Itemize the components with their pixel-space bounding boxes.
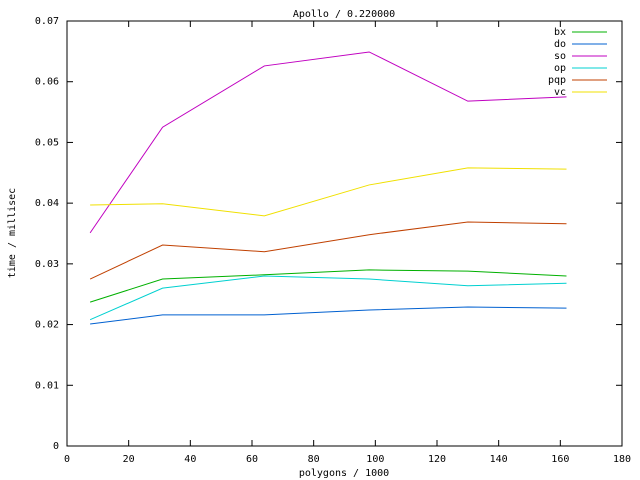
- series-line: [89, 51, 567, 234]
- x-tick-label: 0: [64, 454, 70, 465]
- plot-frame: [66, 20, 623, 447]
- legend-label: do: [554, 39, 566, 50]
- series-line: [90, 306, 567, 325]
- series-line: [90, 167, 567, 217]
- legend-label: vc: [554, 87, 566, 98]
- x-tick-label: 20: [123, 454, 135, 465]
- series-line: [89, 275, 567, 321]
- x-tick-label: 120: [428, 454, 446, 465]
- series-line: [89, 221, 567, 280]
- x-tick-label: 180: [613, 454, 631, 465]
- y-tick-label: 0.06: [35, 77, 59, 88]
- y-tick-label: 0.05: [35, 137, 59, 148]
- x-tick-label: 140: [490, 454, 508, 465]
- series-line: [89, 269, 567, 303]
- x-tick-label: 40: [184, 454, 196, 465]
- x-tick-label: 80: [308, 454, 320, 465]
- legend-label: so: [554, 51, 566, 62]
- legend-label: op: [554, 63, 566, 74]
- y-tick-label: 0.07: [35, 16, 59, 27]
- y-tick-label: 0.01: [35, 380, 59, 391]
- y-axis-label: time / millisec: [7, 188, 18, 278]
- x-tick-label: 100: [366, 454, 384, 465]
- y-tick-label: 0.02: [35, 320, 59, 331]
- x-tick-label: 160: [551, 454, 569, 465]
- x-axis-label: polygons / 1000: [299, 468, 389, 479]
- y-tick-label: 0.04: [35, 198, 59, 209]
- chart-title: Apollo / 0.220000: [293, 9, 395, 20]
- y-tick-label: 0.03: [35, 259, 59, 270]
- legend-label: bx: [554, 27, 566, 38]
- x-tick-label: 60: [246, 454, 258, 465]
- y-tick-label: 0: [53, 441, 59, 452]
- legend-label: pqp: [548, 75, 566, 86]
